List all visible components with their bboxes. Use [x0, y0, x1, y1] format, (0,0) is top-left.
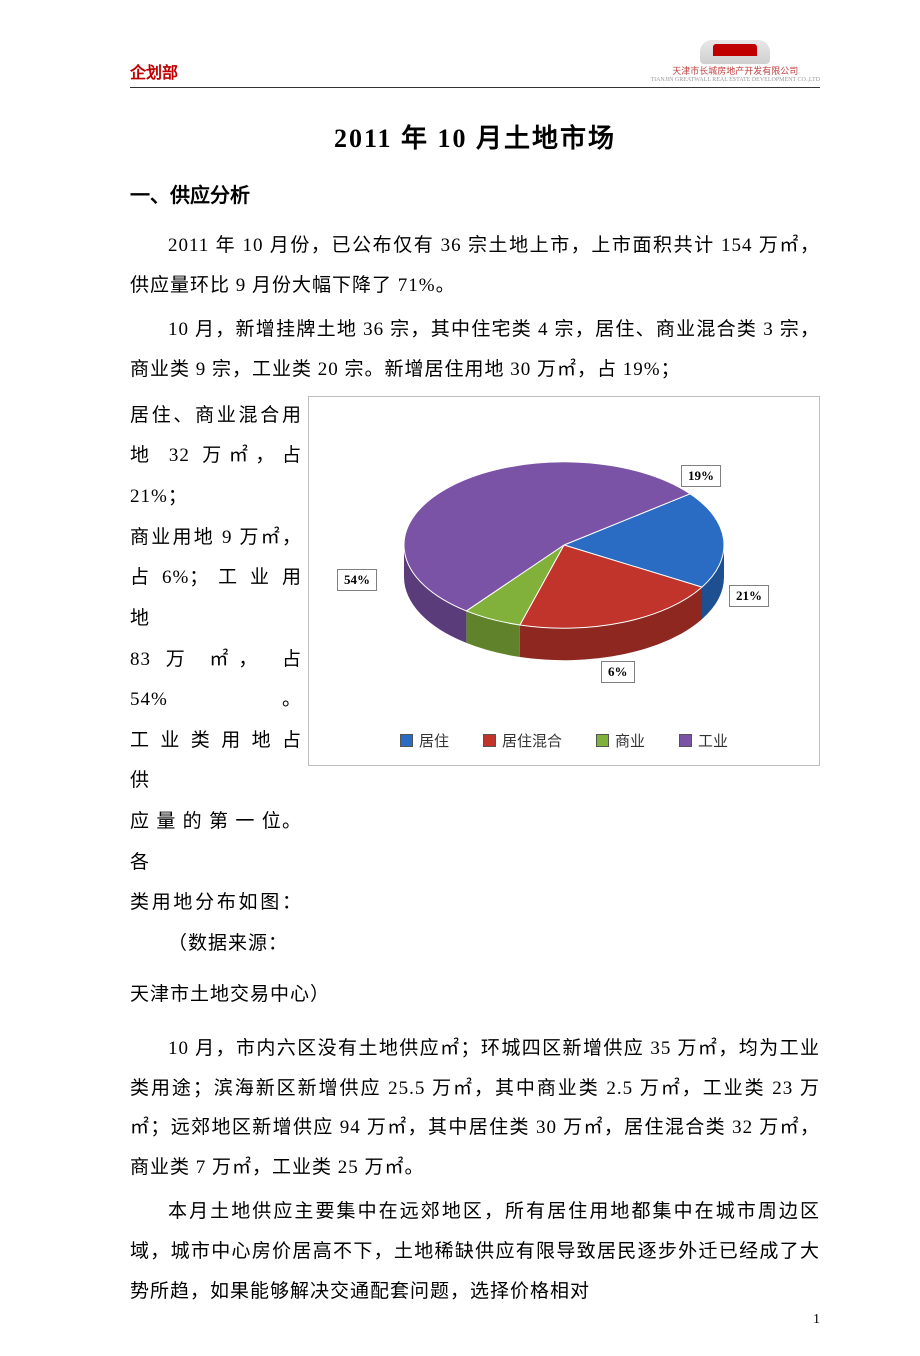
company-logo: 天津市长城房地产开发有限公司 TIANJIN GREATWALL REAL ES…	[650, 40, 820, 83]
wrap-line: 地 32 万㎡，占 21%；	[130, 436, 302, 517]
paragraph-1: 2011 年 10 月份，已公布仅有 36 宗土地上市，上市面积共计 154 万…	[130, 226, 820, 306]
wrap-line: 83 万 ㎡， 占 54%。	[130, 640, 302, 721]
legend-swatch-icon	[400, 734, 413, 747]
text-chart-wrap: 居住、商业混合用地 32 万㎡，占 21%；商业用地 9 万㎡，占 6%； 工 …	[130, 396, 820, 965]
section-heading-supply: 一、供应分析	[130, 179, 820, 208]
wrap-line: 类用地分布如图：	[130, 883, 302, 924]
wrap-line: 应 量 的 第 一 位。各	[130, 802, 302, 883]
legend-swatch-icon	[679, 734, 692, 747]
legend-label: 商业	[615, 730, 645, 751]
legend-swatch-icon	[483, 734, 496, 747]
legend-label: 居住	[419, 730, 449, 751]
department-label: 企划部	[130, 59, 178, 83]
page-header: 企划部 天津市长城房地产开发有限公司 TIANJIN GREATWALL REA…	[130, 40, 820, 88]
wrapped-text-column: 居住、商业混合用地 32 万㎡，占 21%；商业用地 9 万㎡，占 6%； 工 …	[130, 396, 308, 965]
wrap-line: 商业用地 9 万㎡，	[130, 518, 302, 559]
legend-label: 居住混合	[502, 730, 562, 751]
pie-data-label: 19%	[681, 465, 721, 487]
logo-mark-icon	[700, 40, 770, 64]
paragraph-2: 10 月，新增挂牌土地 36 宗，其中住宅类 4 宗，居住、商业混合类 3 宗，…	[130, 310, 820, 390]
legend-item: 居住	[400, 730, 449, 751]
wrap-line: 占 6%； 工 业 用 地	[130, 558, 302, 639]
chart-legend: 居住 居住混合 商业 工业	[309, 730, 819, 751]
wrap-tail: 天津市土地交易中心）	[130, 975, 820, 1015]
pie-data-label: 6%	[601, 661, 635, 683]
legend-item: 商业	[596, 730, 645, 751]
pie-chart-container: 19% 21% 6% 54% 居住 居住混合 商业 工业	[308, 396, 820, 766]
pie-data-label: 21%	[729, 585, 769, 607]
paragraph-4: 本月土地供应主要集中在远郊地区，所有居住用地都集中在城市周边区域，城市中心房价居…	[130, 1192, 820, 1312]
pie-data-label: 54%	[337, 569, 377, 591]
paragraph-3: 10 月，市内六区没有土地供应㎡；环城四区新增供应 35 万㎡，均为工业类用途；…	[130, 1029, 820, 1189]
company-name-en: TIANJIN GREATWALL REAL ESTATE DEVELOPMEN…	[650, 77, 820, 83]
page-title: 2011 年 10 月土地市场	[130, 118, 820, 155]
wrap-line: （数据来源：	[130, 924, 302, 965]
legend-item: 居住混合	[483, 730, 562, 751]
wrap-line: 工 业 类 用 地 占 供	[130, 721, 302, 802]
company-name: 天津市长城房地产开发有限公司	[672, 64, 798, 77]
legend-swatch-icon	[596, 734, 609, 747]
legend-label: 工业	[698, 730, 728, 751]
legend-item: 工业	[679, 730, 728, 751]
page-number: 1	[813, 1312, 820, 1328]
wrap-line: 居住、商业混合用	[130, 396, 302, 437]
